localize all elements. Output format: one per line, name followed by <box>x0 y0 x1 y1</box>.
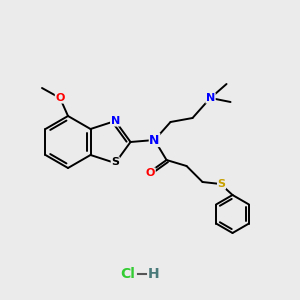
Text: Cl: Cl <box>121 267 135 281</box>
Text: H: H <box>148 267 160 281</box>
Text: N: N <box>111 116 120 126</box>
Text: N: N <box>206 93 215 103</box>
Text: S: S <box>111 157 119 167</box>
Text: S: S <box>218 179 226 189</box>
Text: N: N <box>149 134 160 146</box>
Text: O: O <box>55 93 65 103</box>
Text: O: O <box>146 168 155 178</box>
